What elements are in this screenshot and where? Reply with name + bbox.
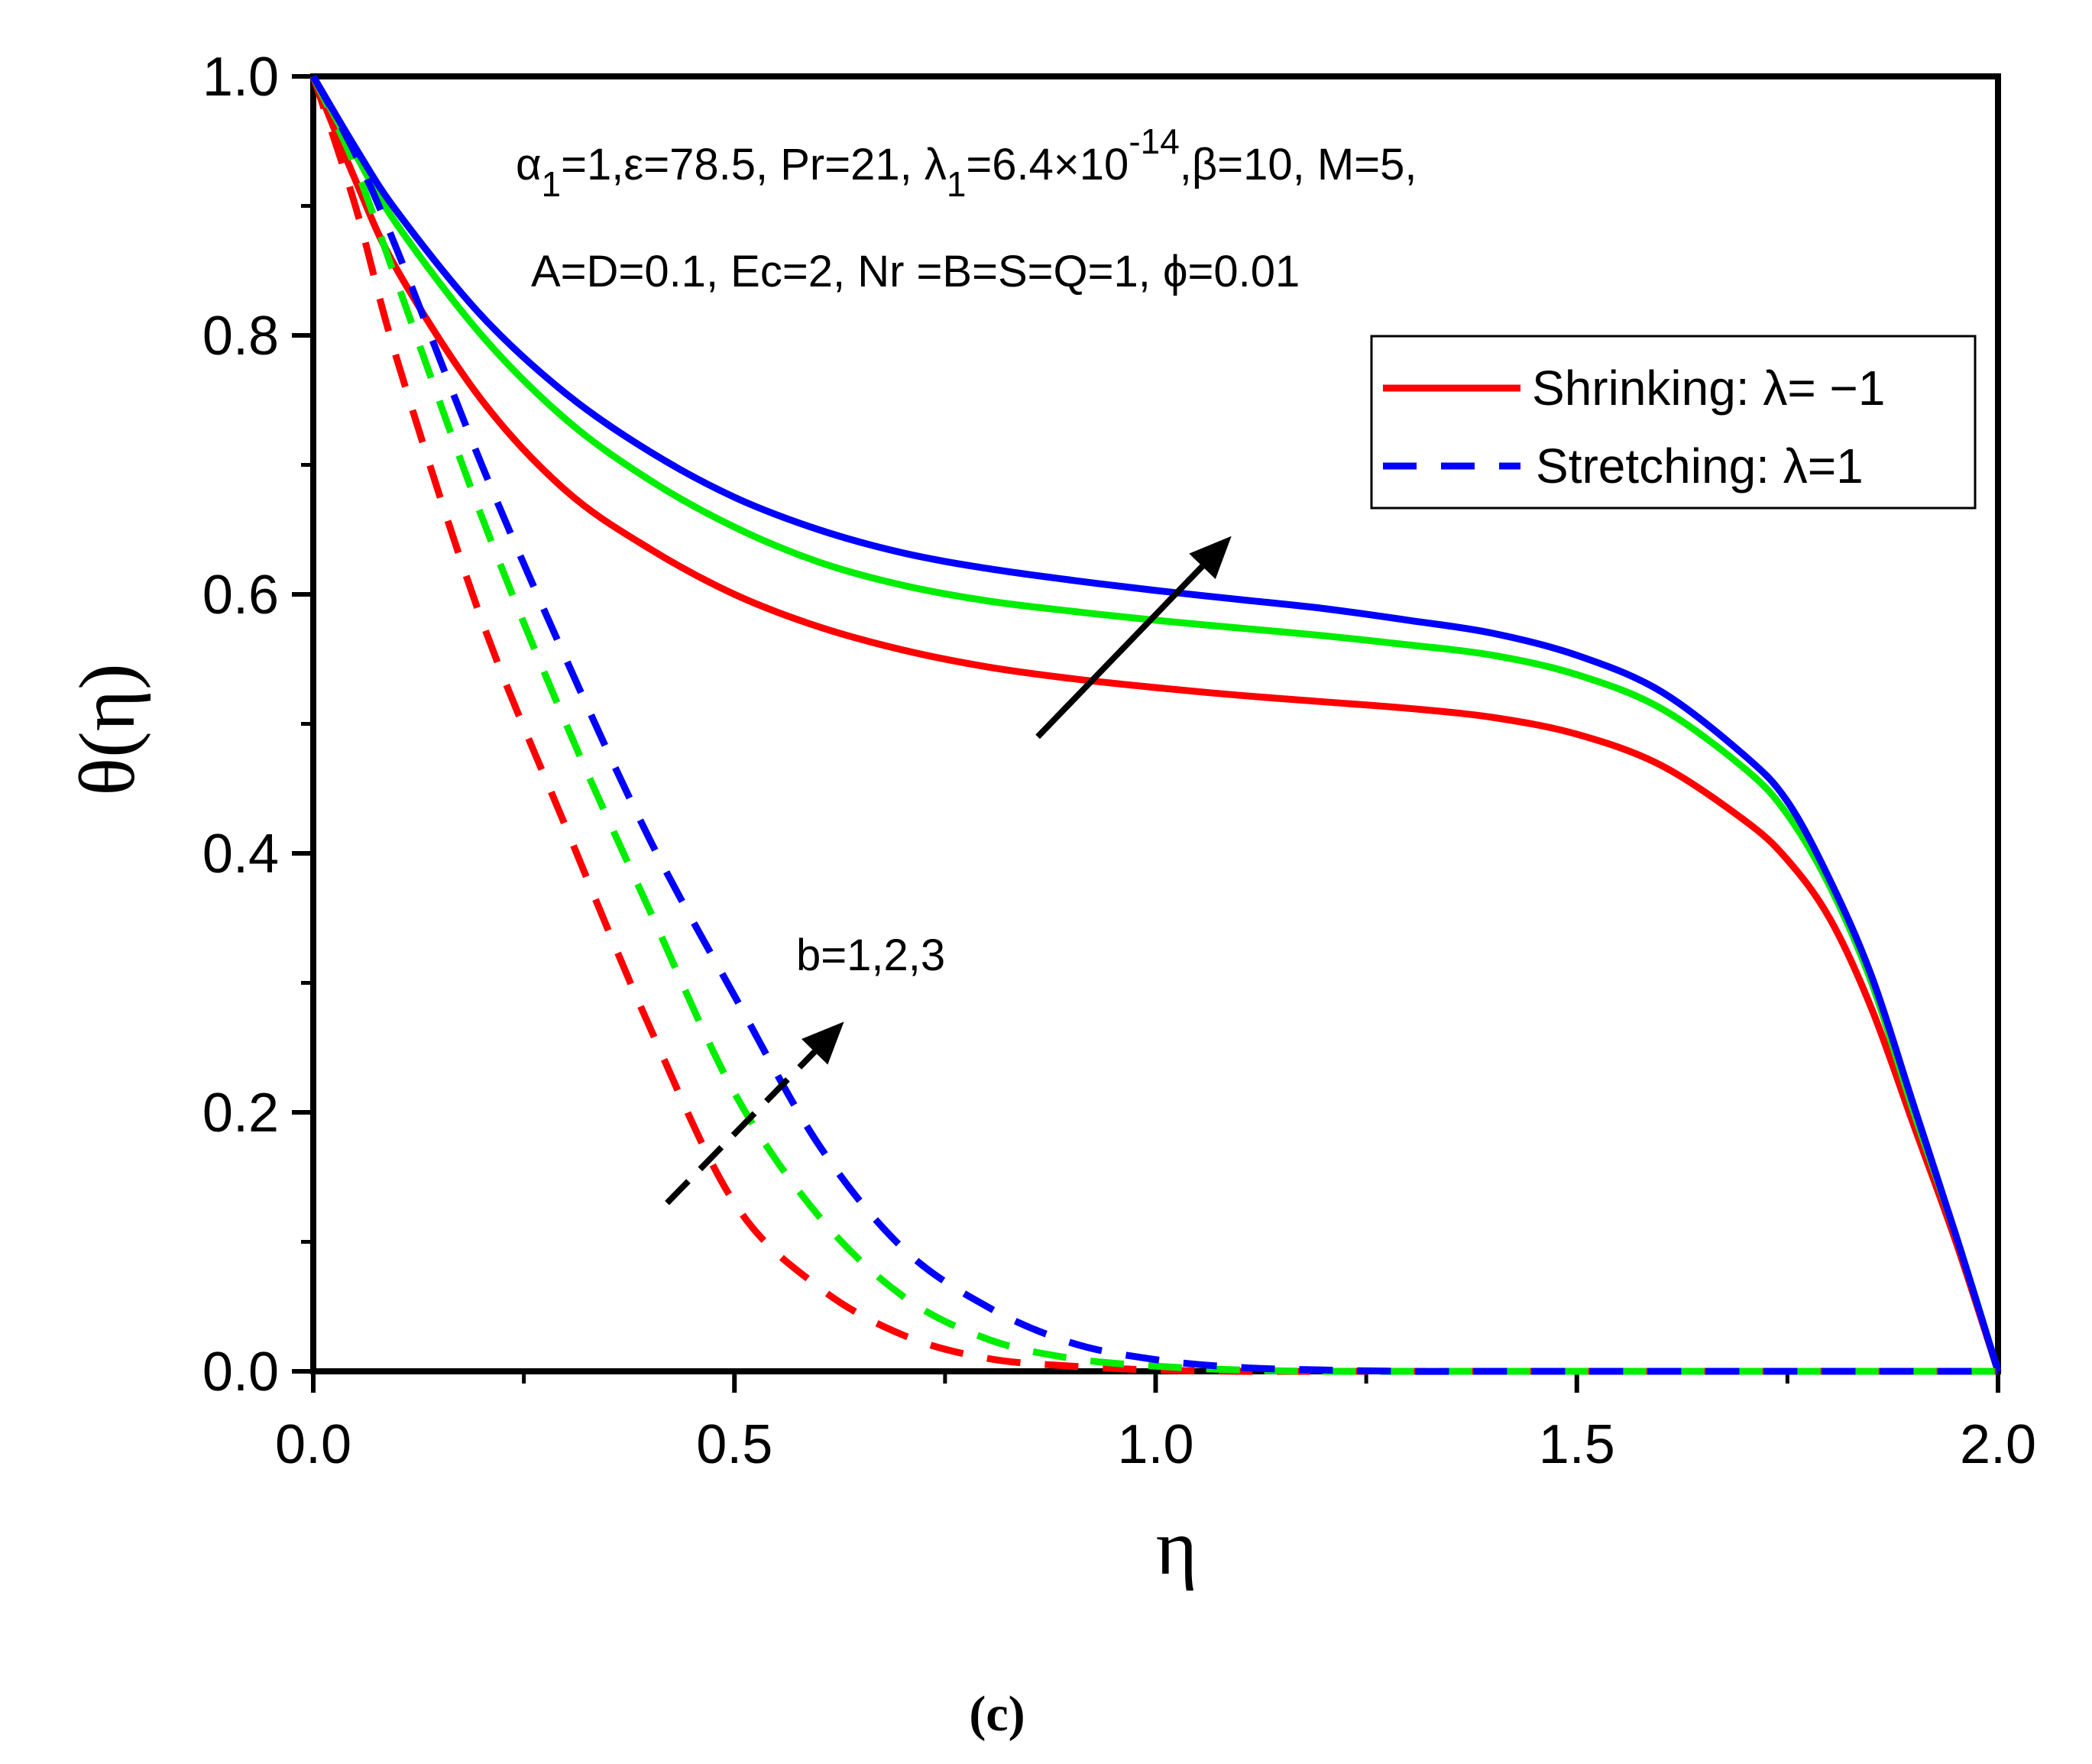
x-axis-label: η [1156,1503,1197,1591]
params-line-2: A=D=0.1, Ec=2, Nr =B=S=Q=1, ϕ=0.01 [531,247,1300,296]
y-tick-label: 0.4 [202,824,279,885]
y-axis-ticks: 0.0 0.2 0.4 0.6 0.8 1.0 [202,47,313,1403]
y-tick-label: 0.6 [202,565,279,626]
series-stretching-b-2 [309,75,1998,1375]
curves [309,74,2002,1375]
y-tick-label: 1.0 [202,47,279,108]
x-tick-label: 1.5 [1539,1414,1615,1475]
y-tick-label: 0.8 [202,306,279,367]
x-tick-label: 2.0 [1960,1414,2036,1475]
solid-trend-arrow-shaft [1035,564,1205,740]
solid-trend-arrow-head [1189,536,1232,579]
params-alpha: α [516,140,542,189]
y-tick-label: 0.0 [202,1342,279,1403]
legend-label-stretching: Stretching: λ=1 [1536,439,1864,494]
series-shrinking-b-3 [310,74,2002,1373]
dashed-trend-arrow-head [801,1021,844,1065]
y-axis-label: θ(η) [63,663,151,795]
trend-arrows [665,536,1232,1206]
params-line-1: α1=1,ε=78.5, Pr=21, λ1=6.4×10-14,β=10, M… [516,121,1417,204]
x-axis-ticks: 0.0 0.5 1.0 1.5 2.0 [275,1371,2036,1475]
series-shrinking-b-1 [309,75,2002,1373]
y-tick-label: 0.2 [202,1083,279,1144]
dashed-trend-arrow-shaft [665,1049,818,1206]
b-annotation: b=1,2,3 [796,931,945,980]
x-tick-label: 0.0 [275,1414,351,1475]
x-tick-label: 0.5 [696,1414,772,1475]
legend-label-shrinking: Shrinking: λ= −1 [1532,361,1886,416]
series-stretching-b-3 [310,74,1998,1375]
legend-box [1370,335,1977,510]
legend: Shrinking: λ= −1 Stretching: λ=1 [1370,335,1977,510]
x-tick-label: 1.0 [1117,1414,1193,1475]
figure-caption: (c) [969,1686,1025,1742]
